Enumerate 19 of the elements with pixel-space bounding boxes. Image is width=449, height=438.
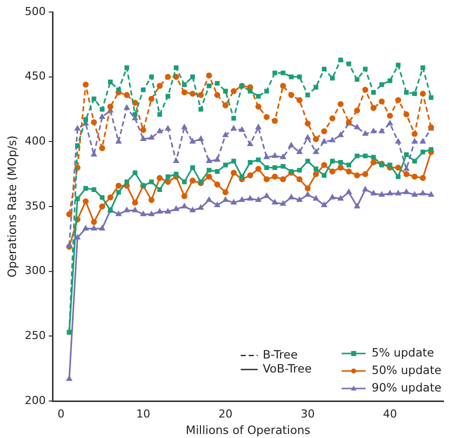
y-tick-label: 500 xyxy=(24,4,46,18)
y-axis-title: Operations Rate (MOp/s) xyxy=(4,135,19,278)
legend-label: 50% update xyxy=(372,362,442,377)
y-tick-label: 450 xyxy=(24,70,46,83)
x-tick-label: 30 xyxy=(300,407,315,420)
legend-label: 5% update xyxy=(372,345,434,360)
annotation: B-Tree xyxy=(262,347,298,362)
y-tick-label: 400 xyxy=(24,134,46,148)
x-axis-title: Millions of Operations xyxy=(186,423,310,438)
y-tick-label: 350 xyxy=(24,199,46,212)
x-tick-label: 40 xyxy=(382,407,397,420)
y-tick-label: 200 xyxy=(24,394,46,407)
legend-label: 90% update xyxy=(372,380,442,394)
y-tick-label: 300 xyxy=(24,264,46,278)
x-tick-label: 20 xyxy=(218,407,232,420)
y-tick-label: 250 xyxy=(24,329,46,342)
x-tick-label: 0 xyxy=(58,407,65,420)
annotation: VoB-Tree xyxy=(262,361,312,376)
x-tick-label: 10 xyxy=(136,407,150,420)
